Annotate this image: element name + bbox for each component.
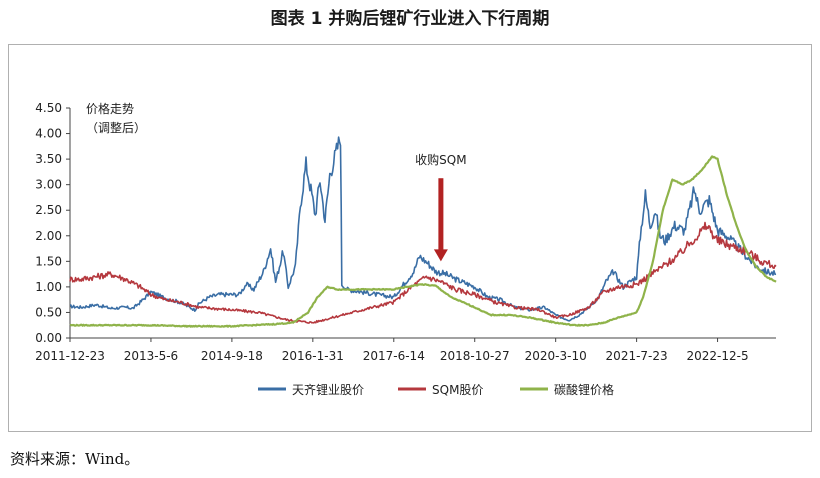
x-tick-label: 2018-10-27 [440,349,510,363]
x-tick-label: 2013-5-6 [124,349,178,363]
y-axis-label: 价格走势 （调整后） [86,101,146,135]
series-lines [69,136,777,328]
y-tick-label: 3.50 [35,152,62,166]
y-tick-label: 4.50 [35,101,62,115]
y-tick-label: 4.00 [35,127,62,141]
x-tick-label: 2022-12-5 [687,349,749,363]
annotation-label: 收购SQM [415,152,466,167]
series-line-2 [69,221,777,324]
x-axis: 2011-12-23 2013-5-6 2014-9-18 2016-1-31 2017… [35,337,776,363]
y-axis-label-line: （调整后） [86,120,146,135]
annotation: 收购SQM [415,152,467,262]
y-axis-label-line: 价格走势 [86,101,134,116]
source-note: 资料来源：Wind。 [10,450,140,468]
chart-title: 图表 1 并购后锂矿行业进入下行周期 [270,9,550,29]
x-tick-label: 2014-9-18 [201,349,263,363]
legend: 天齐锂业股价 SQM股价 碳酸锂价格 [258,382,614,397]
x-tick-label: 2020-3-10 [525,349,587,363]
annotation-arrow-head [433,249,448,262]
y-axis: 0.00 0.50 1.00 1.50 2.00 2.50 3.00 3.50 4.00 4.50 [35,101,71,345]
y-tick-label: 2.00 [35,229,62,243]
legend-label: SQM股价 [432,383,483,397]
chart-frame [8,44,812,432]
x-tick-label: 2016-1-31 [282,349,344,363]
series-line-3 [69,155,777,328]
y-tick-label: 1.00 [35,280,62,294]
series-line-1 [70,136,777,322]
legend-label: 碳酸锂价格 [554,382,614,397]
y-tick-label: 1.50 [35,254,62,268]
y-tick-label: 3.00 [35,178,62,192]
x-tick-label: 2017-6-14 [363,349,425,363]
y-tick-label: 2.50 [35,203,62,217]
y-tick-label: 0.00 [35,331,62,345]
y-tick-label: 0.50 [35,305,62,319]
legend-label: 天齐锂业股价 [292,382,364,397]
annotation-arrow-shaft [438,178,444,252]
x-tick-label: 2021-7-23 [606,349,668,363]
x-tick-label: 2011-12-23 [35,349,105,363]
